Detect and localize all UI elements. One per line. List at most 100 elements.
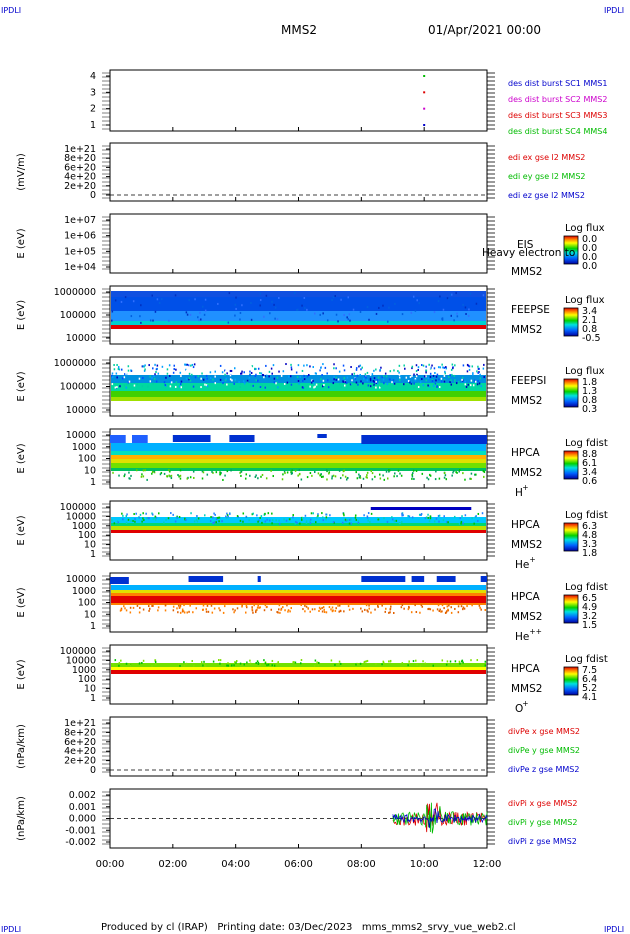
spectrogram-pixel <box>118 368 121 371</box>
colorbar <box>563 235 579 265</box>
time-tick-label: 06:00 <box>284 859 313 870</box>
spectrogram-pixel <box>227 515 229 518</box>
spectrogram-pixel <box>200 386 202 389</box>
spectrogram-pixel <box>434 371 436 374</box>
spectrogram-pixel <box>186 313 189 316</box>
spectrogram-pixel <box>289 375 292 378</box>
instrument-label: FEEPSE <box>511 304 550 316</box>
spectrogram-pixel <box>254 367 256 370</box>
spectrogram-pixel <box>154 363 156 366</box>
spectrogram-pixel <box>403 364 405 367</box>
spacecraft-title: MMS2 <box>281 23 317 37</box>
spectrogram-pixel <box>207 610 210 613</box>
spectrogram-band <box>111 590 486 593</box>
spectrogram-pixel <box>148 609 150 612</box>
spectrogram-pixel <box>401 662 404 665</box>
spectrogram-pixel <box>410 382 413 385</box>
spectrogram-pixel <box>152 604 154 607</box>
time-tick-label: 10:00 <box>410 859 439 870</box>
spectrogram-pixel <box>368 604 370 607</box>
y-tick-label: 10000 <box>66 430 96 441</box>
y-tick-label: 1000 <box>72 521 96 532</box>
spectrogram-pixel <box>394 472 396 475</box>
spectrogram-pixel <box>288 518 290 521</box>
spectrogram-pixel <box>111 319 113 322</box>
spectrogram-pixel <box>372 380 375 383</box>
spectrogram-pixel <box>268 519 271 522</box>
spectrogram-pixel <box>454 364 456 367</box>
spectrogram-pixel <box>251 606 253 609</box>
spectrogram-pixel <box>195 518 198 521</box>
spectrogram-pixel <box>411 477 413 480</box>
spectrogram-pixel <box>330 659 333 662</box>
y-tick-label: 1 <box>90 693 96 704</box>
spectrogram-pixel <box>223 605 226 608</box>
spectrogram-pixel <box>118 661 121 664</box>
spectrogram-pixel <box>200 377 202 380</box>
spectrogram-pixel <box>111 383 114 386</box>
spectrogram-band <box>111 530 486 533</box>
spectrogram-pixel <box>462 661 464 664</box>
spectrogram-pixel <box>393 365 395 368</box>
spectrogram-pixel <box>125 609 128 612</box>
spectrogram-pixel <box>129 611 132 614</box>
spectrogram-pixel <box>185 363 187 366</box>
spectrogram-pixel <box>257 604 259 607</box>
spectrogram-pixel <box>265 606 268 609</box>
spectrogram-pixel <box>381 663 383 666</box>
spectrogram-pixel <box>438 378 440 381</box>
spectrogram-pixel <box>139 606 141 609</box>
spectrogram-pixel <box>186 477 189 480</box>
footer-text: Produced by cl (IRAP) Printing date: 03/… <box>101 922 516 933</box>
spectrogram-pixel <box>429 375 432 378</box>
spectrogram-pixel <box>229 374 232 377</box>
spectrogram-pixel <box>281 478 284 481</box>
spectrogram-pixel <box>241 304 243 307</box>
spectrogram-pixel <box>192 371 194 374</box>
spectrogram-pixel <box>297 364 300 367</box>
spectrogram-pixel <box>216 517 219 520</box>
spectrogram-pixel <box>404 367 406 370</box>
spectrogram-pixel <box>323 383 325 386</box>
spectrogram-pixel <box>419 381 422 384</box>
spectrogram-pixel <box>388 306 390 309</box>
spectrogram-pixel <box>290 471 292 474</box>
spectrogram-pixel <box>299 376 302 379</box>
spectrogram-pixel <box>366 515 369 518</box>
y-tick-label: 100 <box>78 674 96 685</box>
spectrogram-pixel <box>304 373 306 376</box>
colorbar-title: Log fdist <box>565 582 608 593</box>
spectrogram-pixel <box>468 308 470 311</box>
spectrogram-pixel <box>397 370 399 373</box>
spectrogram-pixel <box>212 378 214 381</box>
corner-tag-tr: IPDLI <box>604 6 624 15</box>
spectrogram-pixel <box>416 663 418 666</box>
spectrogram-pixel <box>266 518 268 521</box>
spectrogram-pixel <box>415 659 417 662</box>
y-tick-label: 1 <box>90 477 96 488</box>
spectrogram-pixel <box>128 663 130 666</box>
spectrogram-pixel <box>234 303 237 306</box>
spectrogram-pixel <box>335 378 337 381</box>
spectrogram-pixel <box>399 375 402 378</box>
spectrogram-pixel <box>484 609 487 612</box>
spectrogram-pixel <box>303 364 305 367</box>
spectrogram-pixel <box>290 383 293 386</box>
spectrogram-pixel <box>376 517 379 520</box>
spectrogram-pixel <box>259 372 261 375</box>
spectrogram-pixel <box>300 518 303 521</box>
spectrogram-pixel <box>371 472 374 475</box>
spectrogram-pixel <box>116 363 118 366</box>
spectrogram-pixel <box>218 607 220 610</box>
spectrogram-pixel <box>299 522 301 525</box>
spectrogram-pixel <box>123 384 126 387</box>
spectrogram-pixel <box>464 478 466 481</box>
spectrogram-pixel <box>453 374 456 377</box>
spectrogram-pixel <box>278 370 280 373</box>
spectrogram-pixel <box>421 605 424 608</box>
spectrogram-pixel <box>370 512 373 515</box>
spectrogram-pixel <box>226 516 228 519</box>
spectrogram-pixel <box>265 294 268 297</box>
spectrogram-pixel <box>112 471 114 474</box>
spectrogram-pixel <box>439 366 442 369</box>
